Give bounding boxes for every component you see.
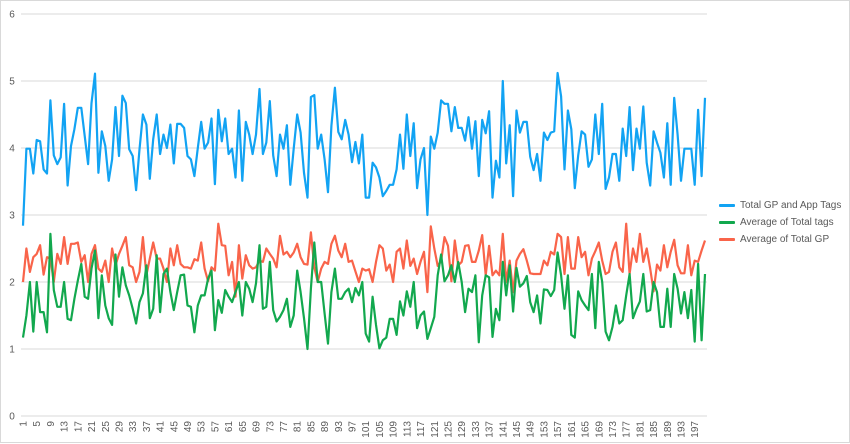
x-tick-label: 145 bbox=[512, 421, 523, 438]
y-axis-ticks: 0 1 2 3 4 5 6 bbox=[9, 10, 15, 423]
x-tick-label: 65 bbox=[238, 421, 249, 433]
x-tick-label: 109 bbox=[389, 421, 400, 438]
x-tick-label: 57 bbox=[210, 421, 221, 433]
x-tick-label: 181 bbox=[635, 421, 646, 438]
x-tick-label: 81 bbox=[293, 421, 304, 433]
x-tick-label: 125 bbox=[443, 421, 454, 438]
x-tick-label: 157 bbox=[553, 421, 564, 438]
x-tick-label: 137 bbox=[485, 421, 496, 438]
x-tick-label: 85 bbox=[306, 421, 317, 433]
series-lines bbox=[21, 71, 707, 351]
chart-legend: Total GP and App Tags Average of Total ta… bbox=[719, 197, 841, 248]
x-tick-label: 189 bbox=[663, 421, 674, 438]
x-tick-label: 93 bbox=[334, 421, 345, 433]
legend-swatch bbox=[719, 204, 735, 207]
x-tick-label: 69 bbox=[252, 421, 263, 433]
x-tick-label: 173 bbox=[608, 421, 619, 438]
legend-swatch bbox=[719, 238, 735, 241]
x-tick-label: 37 bbox=[142, 421, 153, 433]
x-tick-label: 113 bbox=[402, 421, 413, 437]
legend-swatch bbox=[719, 221, 735, 224]
x-tick-label: 133 bbox=[471, 421, 482, 438]
series-line-total-gp-and-app-tags bbox=[21, 71, 707, 226]
x-tick-label: 1 bbox=[19, 421, 30, 427]
x-tick-label: 61 bbox=[224, 421, 235, 433]
y-tick-label: 2 bbox=[9, 278, 15, 289]
x-tick-label: 5 bbox=[32, 421, 43, 427]
legend-item: Average of Total tags bbox=[719, 214, 841, 231]
x-tick-label: 49 bbox=[183, 421, 194, 433]
x-tick-label: 153 bbox=[539, 421, 550, 438]
x-tick-label: 193 bbox=[677, 421, 688, 438]
x-tick-label: 33 bbox=[128, 421, 139, 433]
x-tick-label: 185 bbox=[649, 421, 660, 438]
series-line-average-of-total-gp bbox=[21, 222, 707, 298]
x-tick-label: 29 bbox=[114, 421, 125, 433]
x-tick-label: 77 bbox=[279, 421, 290, 433]
y-tick-label: 3 bbox=[9, 211, 15, 222]
x-axis-ticks: 1 5 9 13 17 21 25 29 33 37 41 45 49 53 57 61 65 69 73 77 81 8… bbox=[19, 421, 702, 438]
x-tick-label: 45 bbox=[169, 421, 180, 433]
x-tick-label: 197 bbox=[690, 421, 701, 438]
x-tick-label: 17 bbox=[73, 421, 84, 433]
x-tick-label: 101 bbox=[361, 421, 372, 438]
x-tick-label: 89 bbox=[320, 421, 331, 433]
x-tick-label: 141 bbox=[498, 421, 509, 438]
legend-item: Average of Total GP bbox=[719, 231, 841, 248]
x-tick-label: 25 bbox=[101, 421, 112, 433]
y-tick-label: 5 bbox=[9, 77, 15, 88]
x-tick-label: 41 bbox=[156, 421, 167, 433]
x-tick-label: 169 bbox=[594, 421, 605, 438]
legend-label: Average of Total tags bbox=[740, 217, 834, 228]
gridlines bbox=[21, 13, 707, 417]
x-tick-label: 117 bbox=[416, 421, 427, 437]
x-tick-label: 165 bbox=[581, 421, 592, 438]
y-tick-label: 1 bbox=[9, 345, 15, 356]
x-tick-label: 149 bbox=[526, 421, 537, 438]
x-tick-label: 13 bbox=[60, 421, 71, 433]
legend-label: Total GP and App Tags bbox=[740, 200, 842, 211]
x-tick-label: 121 bbox=[430, 421, 441, 438]
y-tick-label: 0 bbox=[9, 412, 15, 423]
x-tick-label: 177 bbox=[622, 421, 633, 438]
x-tick-label: 73 bbox=[265, 421, 276, 433]
y-tick-label: 4 bbox=[9, 144, 15, 155]
x-tick-label: 53 bbox=[197, 421, 208, 433]
legend-label: Average of Total GP bbox=[740, 234, 830, 245]
x-tick-label: 97 bbox=[348, 421, 359, 433]
x-tick-label: 161 bbox=[567, 421, 578, 438]
x-tick-label: 21 bbox=[87, 421, 98, 433]
x-tick-label: 105 bbox=[375, 421, 386, 438]
y-tick-label: 6 bbox=[9, 10, 15, 21]
x-tick-label: 129 bbox=[457, 421, 468, 438]
legend-item: Total GP and App Tags bbox=[719, 197, 841, 214]
x-tick-label: 9 bbox=[46, 421, 57, 427]
series-line-average-of-total-tags bbox=[21, 232, 707, 351]
